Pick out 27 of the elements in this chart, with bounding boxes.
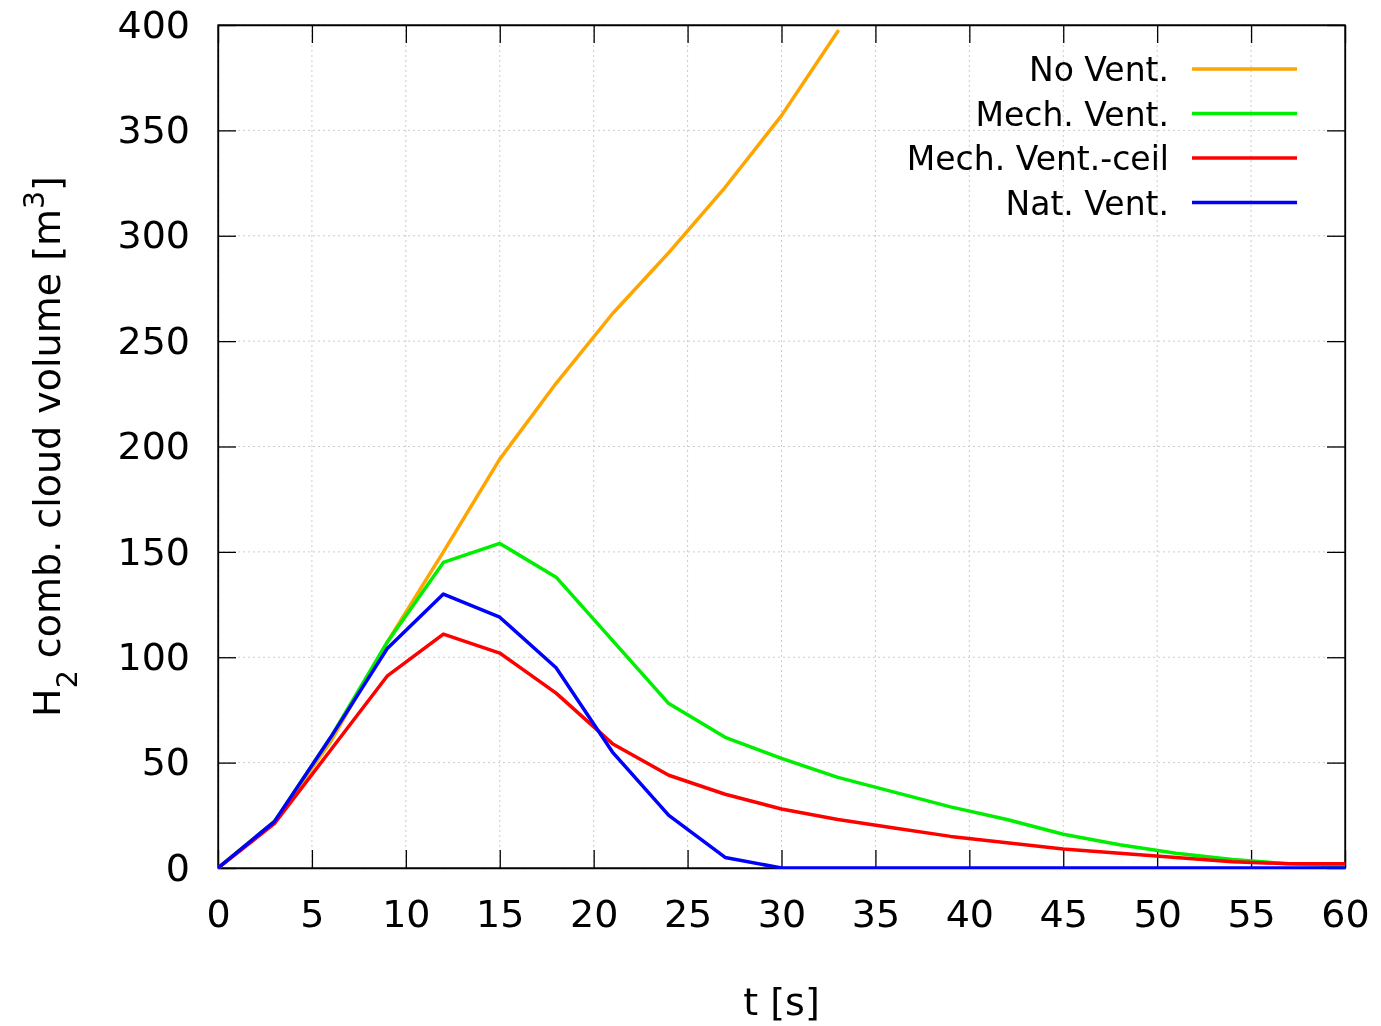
- x-tick-label: 60: [1321, 891, 1370, 936]
- y-tick-label: 0: [165, 845, 190, 890]
- x-tick-label: 40: [945, 891, 995, 936]
- y-tick-label: 200: [117, 424, 190, 469]
- y-tick-label: 300: [117, 213, 190, 258]
- legend-label: Mech. Vent.: [975, 94, 1169, 134]
- x-tick-label: 5: [300, 891, 325, 936]
- x-tick-label: 10: [382, 891, 431, 936]
- x-tick-label: 55: [1227, 891, 1276, 936]
- x-tick-label: 35: [851, 891, 901, 936]
- x-tick-label: 15: [476, 891, 525, 936]
- legend-label: No Vent.: [1028, 50, 1169, 89]
- y-tick-label: 400: [117, 2, 190, 47]
- x-tick-label: 50: [1133, 891, 1182, 936]
- x-tick-label: 0: [206, 891, 231, 936]
- x-tick-label: 30: [757, 891, 807, 936]
- x-tick-label: 45: [1039, 891, 1088, 936]
- y-tick-label: 50: [141, 740, 190, 785]
- x-axis-title: t [s]: [743, 980, 820, 1024]
- y-tick-label: 100: [117, 634, 190, 679]
- legend-label: Nat. Vent.: [1005, 183, 1169, 223]
- legend-label: Mech. Vent.-ceil: [906, 139, 1169, 178]
- x-tick-label: 20: [569, 891, 619, 936]
- x-tick-label: 25: [663, 891, 713, 936]
- y-tick-label: 250: [117, 318, 190, 363]
- y-tick-label: 150: [117, 529, 190, 574]
- y-tick-label: 350: [117, 108, 190, 153]
